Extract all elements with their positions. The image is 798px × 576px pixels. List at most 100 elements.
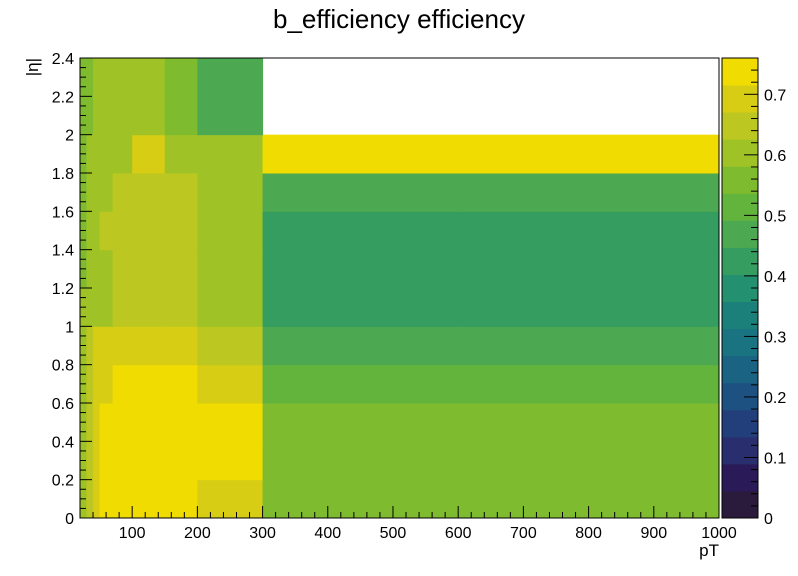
colorbar-tick-label: 0.7 <box>764 87 786 104</box>
colorbar-swatch <box>722 463 758 492</box>
heatmap-cell <box>93 134 101 174</box>
heatmap-cell <box>86 326 94 366</box>
heatmap-cell <box>197 134 264 174</box>
heatmap-cell <box>197 403 264 442</box>
heatmap-cell <box>93 326 101 366</box>
x-tick-label: 400 <box>314 525 341 542</box>
x-tick-label: 1000 <box>701 525 737 542</box>
heatmap-cell <box>132 288 166 327</box>
heatmap-cell <box>132 364 166 404</box>
heatmap-cell <box>112 479 133 519</box>
y-tick-label: 0.4 <box>52 434 74 451</box>
heatmap-cell <box>132 134 166 174</box>
x-axis-label: pT <box>699 541 719 560</box>
colorbar-swatch <box>722 139 758 167</box>
x-tick-label: 200 <box>184 525 211 542</box>
heatmap-cell <box>99 96 114 136</box>
heatmap-cell <box>99 441 114 481</box>
heatmap-cell <box>164 58 198 97</box>
heatmap-cell <box>458 441 720 481</box>
heatmap-cell <box>262 403 459 442</box>
heatmap-cell <box>99 479 114 519</box>
y-tick-label: 0.8 <box>52 358 74 375</box>
heatmap-cell <box>458 364 720 404</box>
heatmap-cell <box>99 173 114 212</box>
heatmap-cell <box>99 249 114 289</box>
heatmap-cell <box>99 134 114 174</box>
heatmap-cell <box>197 288 264 327</box>
heatmap-cell <box>164 326 198 366</box>
heatmap-cells <box>80 58 720 519</box>
heatmap-cell <box>197 249 264 289</box>
heatmap-cell <box>99 403 114 442</box>
heatmap-cell <box>132 479 166 519</box>
heatmap-cell <box>93 364 101 404</box>
heatmap-cell <box>86 211 94 251</box>
heatmap-cell <box>458 249 720 289</box>
colorbar: 0 0.1 0.2 0.3 0.4 0.5 0.6 0.7 <box>721 57 786 528</box>
heatmap-cell <box>99 211 114 251</box>
y-tick-label: 2.2 <box>52 89 74 106</box>
x-tick-label: 600 <box>445 525 472 542</box>
colorbar-tick-label: 0.4 <box>764 269 786 286</box>
heatmap-cell <box>132 58 166 97</box>
heatmap-cell <box>197 326 264 366</box>
chart-title: b_efficiency efficiency <box>273 4 525 34</box>
colorbar-swatch <box>722 166 758 194</box>
heatmap-cell <box>86 173 94 212</box>
heatmap-cell <box>132 326 166 366</box>
colorbar-swatch <box>722 301 758 330</box>
y-tick-label: 1.2 <box>52 281 74 298</box>
heatmap-cell <box>164 96 198 136</box>
heatmap-cell <box>262 479 459 519</box>
heatmap-cell <box>164 364 198 404</box>
colorbar-swatch <box>722 85 758 113</box>
colorbar-tick-label: 0.1 <box>764 450 786 467</box>
y-tick-label: 2 <box>65 128 74 145</box>
heatmap-cell <box>197 441 264 481</box>
heatmap-cell <box>262 211 459 251</box>
heatmap-cell <box>197 58 264 97</box>
y-tick-label: 1.4 <box>52 243 74 260</box>
y-tick-label: 0.2 <box>52 473 74 490</box>
heatmap-cell <box>99 364 114 404</box>
colorbar-swatch <box>722 436 758 465</box>
heatmap-cell <box>112 403 133 442</box>
heatmap-cell <box>132 249 166 289</box>
heatmap-cell <box>458 211 720 251</box>
heatmap-cell <box>197 479 264 519</box>
y-axis-label: |η| <box>23 58 42 76</box>
colorbar-swatch <box>722 355 758 384</box>
heatmap-cell <box>112 211 133 251</box>
heatmap-cell <box>93 249 101 289</box>
heatmap-cell <box>86 58 94 97</box>
x-axis: 100 200 300 400 500 600 700 800 900 1000 <box>92 506 737 542</box>
heatmap-cell <box>132 441 166 481</box>
heatmap-cell <box>86 441 94 481</box>
heatmap-cell <box>112 288 133 327</box>
heatmap-cell <box>132 96 166 136</box>
heatmap-cell <box>197 364 264 404</box>
heatmap-cell <box>164 403 198 442</box>
heatmap-cell <box>458 326 720 366</box>
x-tick-label: 700 <box>510 525 537 542</box>
colorbar-swatch <box>722 328 758 357</box>
y-tick-label: 1 <box>65 319 74 336</box>
heatmap-cell <box>99 58 114 97</box>
colorbar-tick-label: 0.3 <box>764 329 786 346</box>
heatmap-cell <box>132 173 166 212</box>
colorbar-swatch <box>722 490 758 519</box>
heatmap-cell <box>93 96 101 136</box>
heatmap-cell <box>458 288 720 327</box>
colorbar-tick-label: 0 <box>764 511 773 528</box>
heatmap-cell <box>93 441 101 481</box>
heatmap-cell <box>164 173 198 212</box>
heatmap-cell <box>112 249 133 289</box>
y-tick-label: 0.6 <box>52 396 74 413</box>
heatmap-cell <box>112 441 133 481</box>
heatmap-cell <box>262 249 459 289</box>
heatmap-cell <box>262 173 459 212</box>
heatmap-cell <box>86 249 94 289</box>
heatmap-cell <box>164 249 198 289</box>
